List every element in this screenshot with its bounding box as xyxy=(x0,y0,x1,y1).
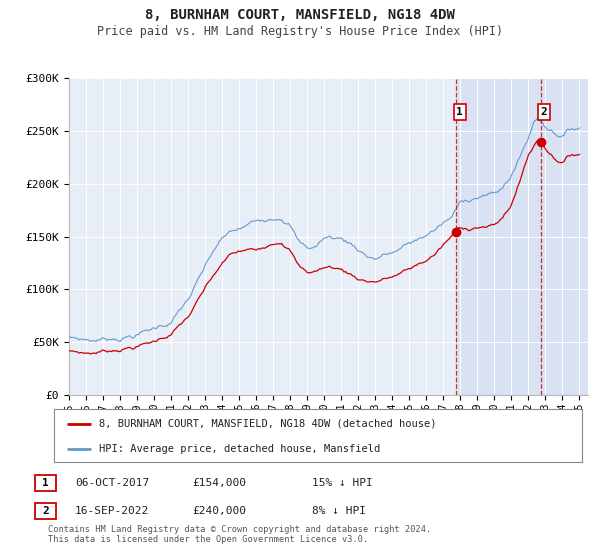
Text: Price paid vs. HM Land Registry's House Price Index (HPI): Price paid vs. HM Land Registry's House … xyxy=(97,25,503,38)
Text: 8, BURNHAM COURT, MANSFIELD, NG18 4DW: 8, BURNHAM COURT, MANSFIELD, NG18 4DW xyxy=(145,8,455,22)
Text: 2: 2 xyxy=(42,506,49,516)
Text: 1: 1 xyxy=(457,107,463,117)
Text: HPI: Average price, detached house, Mansfield: HPI: Average price, detached house, Mans… xyxy=(99,444,380,454)
Text: £240,000: £240,000 xyxy=(192,506,246,516)
Text: Contains HM Land Registry data © Crown copyright and database right 2024.
This d: Contains HM Land Registry data © Crown c… xyxy=(48,525,431,544)
Text: 16-SEP-2022: 16-SEP-2022 xyxy=(75,506,149,516)
Text: 06-OCT-2017: 06-OCT-2017 xyxy=(75,478,149,488)
Bar xyxy=(457,78,588,395)
Text: 8% ↓ HPI: 8% ↓ HPI xyxy=(312,506,366,516)
Text: 2: 2 xyxy=(541,107,547,117)
Text: 15% ↓ HPI: 15% ↓ HPI xyxy=(312,478,373,488)
Text: £154,000: £154,000 xyxy=(192,478,246,488)
Text: 1: 1 xyxy=(42,478,49,488)
Text: 8, BURNHAM COURT, MANSFIELD, NG18 4DW (detached house): 8, BURNHAM COURT, MANSFIELD, NG18 4DW (d… xyxy=(99,419,436,429)
